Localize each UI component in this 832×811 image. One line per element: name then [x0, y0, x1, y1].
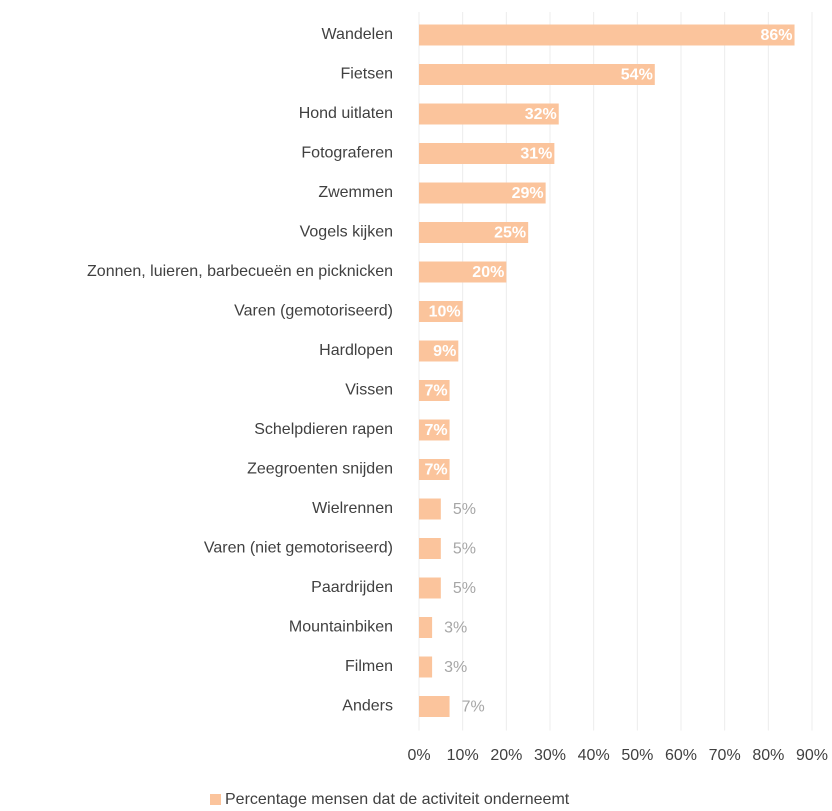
bar — [419, 617, 433, 638]
data-label: 5% — [453, 501, 476, 518]
data-label: 5% — [453, 580, 476, 597]
y-tick-label: Wielrennen — [312, 500, 393, 517]
legend-label: Percentage mensen dat de activiteit onde… — [225, 791, 570, 808]
data-label: 7% — [424, 422, 447, 439]
legend-swatch — [210, 794, 221, 805]
data-label: 3% — [444, 620, 467, 637]
y-tick-label: Hardlopen — [319, 342, 393, 359]
y-tick-label: Vogels kijken — [300, 224, 393, 241]
bar — [419, 419, 450, 441]
bar — [419, 656, 433, 678]
y-tick-label: Schelpdieren rapen — [254, 421, 393, 438]
bar — [419, 380, 450, 401]
bar — [419, 498, 441, 520]
y-tick-label: Anders — [342, 698, 393, 715]
data-label: 54% — [621, 67, 653, 84]
x-tick-label: 90% — [796, 747, 828, 764]
data-label: 32% — [525, 106, 557, 123]
data-label: 86% — [761, 27, 793, 44]
y-tick-label: Fotograferen — [301, 145, 393, 162]
data-label: 20% — [472, 264, 504, 281]
y-tick-label: Varen (gemotoriseerd) — [234, 303, 393, 320]
x-tick-label: 0% — [407, 747, 430, 764]
x-tick-label: 50% — [621, 747, 653, 764]
y-tick-label: Fietsen — [341, 66, 393, 83]
data-label: 29% — [512, 185, 544, 202]
x-tick-label: 10% — [447, 747, 479, 764]
bar — [419, 538, 441, 559]
y-tick-label: Paardrijden — [311, 579, 393, 596]
y-tick-label: Zwemmen — [318, 184, 393, 201]
bar — [419, 261, 507, 283]
data-label: 10% — [429, 304, 461, 321]
y-tick-label: Wandelen — [322, 26, 393, 43]
data-label: 7% — [462, 699, 485, 716]
bar — [419, 143, 555, 164]
y-tick-label: Filmen — [345, 658, 393, 675]
x-tick-label: 40% — [578, 747, 610, 764]
x-tick-label: 70% — [709, 747, 741, 764]
y-tick-label: Varen (niet gemotoriseerd) — [204, 540, 393, 557]
bar — [419, 459, 450, 480]
data-label: 7% — [424, 462, 447, 479]
bar — [419, 696, 450, 717]
data-label: 5% — [453, 541, 476, 558]
bar — [419, 577, 441, 599]
y-tick-label: Hond uitlaten — [299, 105, 393, 122]
data-label: 31% — [520, 146, 552, 163]
x-tick-label: 30% — [534, 747, 566, 764]
bar — [419, 301, 463, 322]
bar — [419, 103, 559, 125]
bar — [419, 340, 459, 362]
y-tick-label: Zonnen, luieren, barbecueën en picknicke… — [87, 263, 393, 280]
x-tick-label: 60% — [665, 747, 697, 764]
x-tick-label: 20% — [490, 747, 522, 764]
bar — [419, 222, 529, 243]
bar — [419, 24, 795, 46]
y-tick-label: Vissen — [345, 382, 393, 399]
data-label: 7% — [424, 383, 447, 400]
bar — [419, 182, 546, 204]
x-tick-label: 80% — [752, 747, 784, 764]
bar — [419, 64, 655, 85]
data-label: 3% — [444, 659, 467, 676]
data-label: 9% — [433, 343, 456, 360]
y-tick-label: Mountainbiken — [289, 619, 393, 636]
data-label: 25% — [494, 225, 526, 242]
y-tick-label: Zeegroenten snijden — [247, 461, 393, 478]
